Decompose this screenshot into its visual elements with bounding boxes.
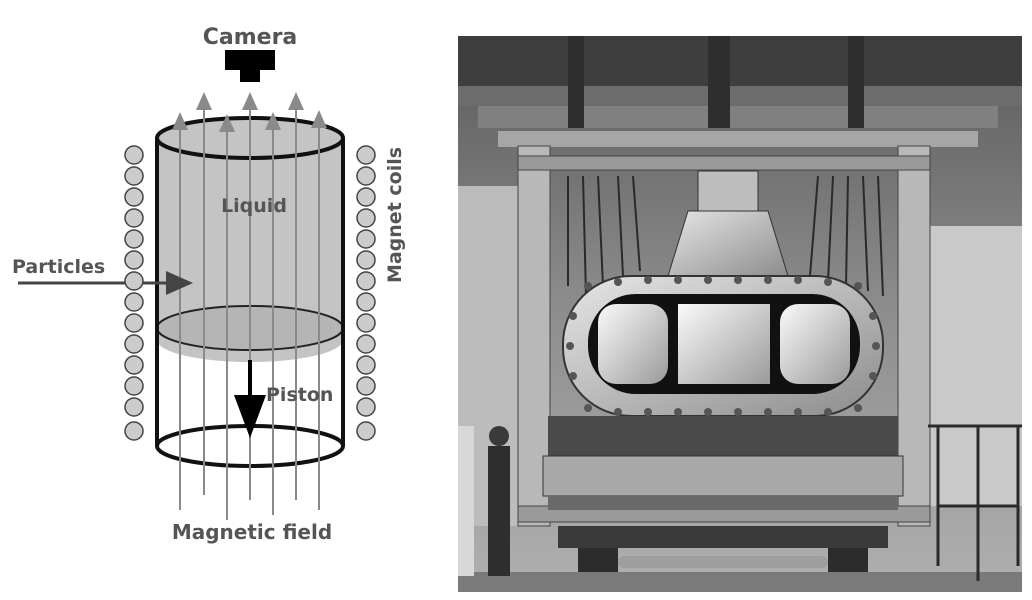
piston-label: Piston: [266, 384, 333, 406]
camera-icon: [225, 50, 275, 82]
cables: [567, 175, 884, 297]
flange-bolts: [566, 276, 880, 416]
top-hopper: [667, 170, 789, 277]
camera-label: Camera: [203, 25, 298, 50]
piston-arrow: [234, 360, 266, 438]
chamber-flange: [562, 275, 884, 417]
bubble-chamber-diagram: Camera: [12, 25, 406, 544]
scaffolding: [928, 424, 1022, 581]
magnetic-field-label: Magnetic field: [172, 520, 332, 544]
ceiling-structure: [458, 36, 1022, 147]
magnet-coils-left: [124, 145, 144, 441]
magnet-coils-label: Magnet coils: [384, 147, 406, 283]
base-platform: [458, 416, 1022, 592]
magnet-coils-right: [356, 145, 376, 441]
liquid-label: Liquid: [221, 195, 287, 217]
worker-figure: [458, 426, 510, 576]
apparatus-photo: [458, 36, 1022, 592]
particles-label: Particles: [12, 256, 105, 278]
